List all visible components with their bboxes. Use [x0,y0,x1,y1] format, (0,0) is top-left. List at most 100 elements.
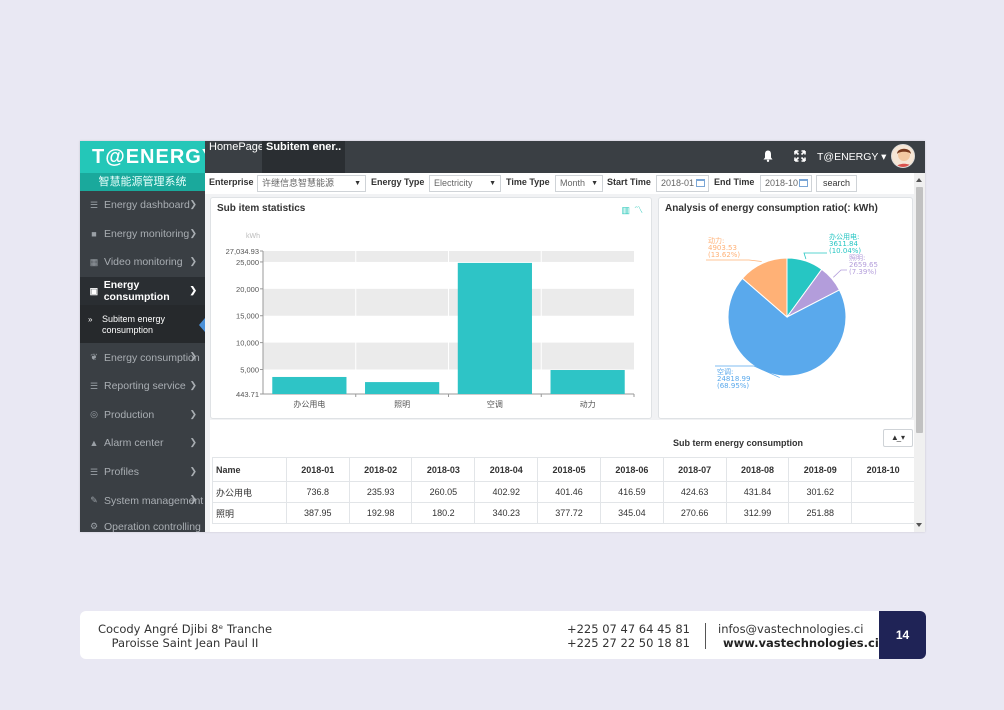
menu-production[interactable]: ◎ Production ❯ [80,401,205,430]
calendar-icon [799,179,808,187]
end-time-input[interactable]: 2018-10 [760,175,812,192]
pie-leader-line [706,259,762,262]
x-tick-label: 空调 [487,399,503,409]
chevron-down-icon: ❯ [189,494,197,505]
value-cell: 424.63 [662,481,727,503]
column-header-month: 2018-09 [788,457,853,482]
pie-label-name: 办公用电: [829,232,859,241]
menu-energy-monitoring[interactable]: ■ Energy monitoring ❯ [80,220,205,249]
menu-energy-consumption[interactable]: ▣ Energy consumption ❯ [80,276,205,306]
column-header-month: 2018-06 [599,457,664,482]
y-tick-label: 15,000 [236,312,259,321]
pie-leader-line [833,269,847,278]
energy-type-label: Energy Type [371,177,425,187]
bar-chart-icon[interactable]: ▥ [621,205,630,215]
list-icon: ☰ [89,380,99,391]
website[interactable]: www.vastechnologies.ci [723,636,879,650]
avatar-image [892,145,914,167]
scroll-up-icon[interactable] [916,178,922,182]
search-button[interactable]: search [816,175,858,192]
value-cell: 377.72 [537,502,601,524]
email[interactable]: infos@vastechnologies.ci [718,622,864,636]
column-header-name: Name [212,457,287,482]
value-cell: 401.46 [537,481,601,503]
value-cell: 192.98 [348,502,413,524]
enterprise-select[interactable]: 许继信息智慧能源 ▼ [257,175,366,192]
app-window: T@ENERGY 智慧能源管理系统 ☰ Energy dashboard ❯ ■… [80,141,925,532]
table-area: Sub term energy consumption ▲̲ ▾ Name 201… [210,420,914,532]
menu-alarm-center[interactable]: ▲ Alarm center ❯ [80,429,205,458]
table-body: 办公用电 736.8 235.93 260.05 402.92 401.46 416.59 4… [212,481,914,524]
menu-profiles[interactable]: ☰ Profiles ❯ [80,458,205,487]
bar-chart-title: Sub item statistics [217,203,306,214]
menu-label: Alarm center [104,437,164,450]
dropdown-arrow-icon: ▼ [591,180,598,187]
value-cell: 235.93 [348,481,413,503]
scroll-thumb[interactable] [916,187,923,433]
bell-icon[interactable] [763,150,773,162]
menu-video-monitoring[interactable]: ▦ Video monitoring ❯ [80,248,205,277]
scrollbar[interactable] [914,173,925,532]
x-tick-label: 办公用电 [293,399,325,409]
film-icon: ▦ [89,256,99,267]
data-table: Name 2018-01 2018-02 2018-03 2018-04 2018-05 2… [212,457,914,524]
scroll-down-icon[interactable] [916,523,922,527]
pie-label-percent: (10.04%) [829,247,861,255]
dropdown-arrow-icon: ▼ [354,180,361,187]
page-number: 14 [879,611,926,659]
chevron-down-icon: ❯ [189,227,197,238]
pie-label-name: 动力: [708,236,724,245]
table-row: 照明 387.95 192.98 180.2 340.23 377.72 345.04 270… [212,502,914,524]
end-time-value: 2018-10 [765,178,799,188]
address-line1: Cocody Angré Djibi 8ᵉ Tranche [97,622,273,636]
menu-energy-consumption-2[interactable]: ❦ Energy consumption ❯ [80,343,205,372]
menu-system-management[interactable]: ✎ System management ❯ [80,486,205,515]
column-header-month: 2018-07 [662,457,727,482]
active-marker [199,318,205,333]
pie-slice [741,257,788,319]
line-chart-icon[interactable]: 〽 [633,205,643,215]
value-cell: 260.05 [411,481,476,503]
user-name: T@ENERGY [817,151,879,163]
table-title: Sub term energy consumption [673,438,804,448]
double-chevron-icon: » [88,315,93,325]
chevron-down-icon: ❯ [189,437,197,448]
leaf-icon: ❦ [90,352,98,363]
x-tick-label: 照明 [394,400,410,409]
bar [272,376,347,394]
pie-label-name: 空调: [717,367,733,376]
table-header-row: Name 2018-01 2018-02 2018-03 2018-04 2018-05 2… [212,457,914,482]
export-button[interactable]: ▲̲ ▾ [883,429,913,447]
time-type-select[interactable]: Month ▼ [555,175,603,192]
bell-icon: ▲ [89,438,99,449]
y-tick-label: 20,000 [236,285,259,294]
fullscreen-icon[interactable] [794,150,806,162]
value-cell [851,502,914,524]
address-line2: Paroisse Saint Jean Paul II [111,636,259,650]
column-header-month: 2018-08 [725,457,790,482]
time-type-value: Month [560,178,586,188]
menu-energy-dashboard[interactable]: ☰ Energy dashboard ❯ [80,191,205,220]
top-bar: HomePage Subitem ener.. T@ENERGY ▾ [205,141,925,173]
value-cell: 387.95 [285,502,350,524]
user-menu[interactable]: T@ENERGY ▾ [817,151,887,163]
pie-chart-title: Analysis of energy consumption ratio(: k… [665,203,878,214]
tab-homepage[interactable]: HomePage [209,141,265,153]
start-time-input[interactable]: 2018-01 [656,175,709,192]
y-axis-unit: kWh [246,233,260,240]
main-content: Sub item statistics ▥ 〽 kWh 27,034.93 25,00… [205,194,914,532]
menu-label: System management [104,494,204,507]
bar [457,262,532,394]
pie-label-value: 4903.53 [708,244,737,252]
menu-reporting-service[interactable]: ☰ Reporting service ❯ [80,372,205,401]
avatar[interactable] [891,144,915,168]
submenu-subitem-energy-consumption[interactable]: » Subitem energy consumption [80,305,205,344]
gear-icon: ⚙ [89,520,99,531]
value-cell [851,481,914,503]
footer-divider [705,623,706,649]
menu-operation-controlling[interactable]: ⚙ Operation controlling [80,515,205,532]
pie-label-value: 2659.65 [849,261,878,269]
value-cell: 251.88 [788,502,853,524]
tab-subitem[interactable]: Subitem ener.. [262,141,346,173]
energy-type-select[interactable]: Electricity ▼ [429,175,501,192]
